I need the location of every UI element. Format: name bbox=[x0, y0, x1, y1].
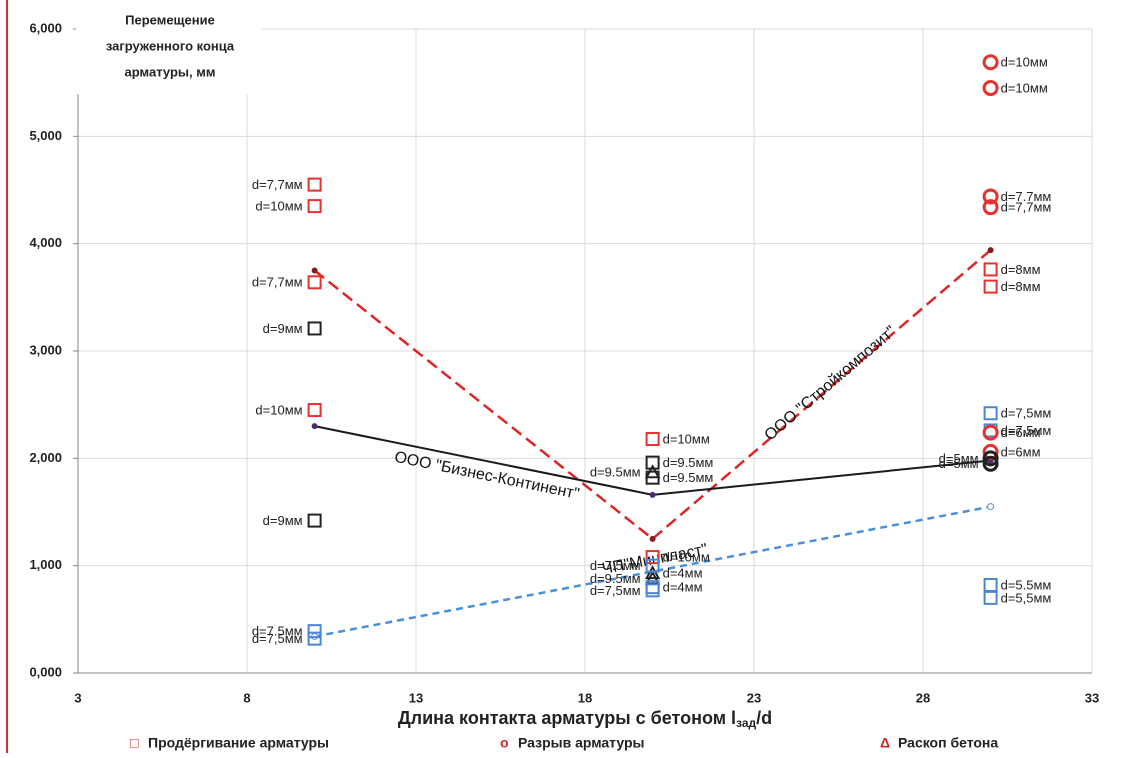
data-label: d=5,5мм bbox=[1001, 590, 1052, 605]
legend-symbol: o bbox=[500, 735, 509, 751]
square-marker bbox=[307, 624, 322, 639]
dot-marker bbox=[649, 535, 656, 542]
x-title: Длина контакта арматуры с бетоном lзад/d bbox=[398, 708, 772, 730]
data-label: d=7,5мм bbox=[1001, 406, 1052, 421]
y-tick-label: 3,000 bbox=[29, 342, 62, 357]
series-line bbox=[314, 505, 991, 638]
square-marker bbox=[307, 403, 322, 418]
x-tick-label: 33 bbox=[1085, 690, 1099, 705]
x-tick-label: 13 bbox=[409, 690, 423, 705]
data-label: d=9мм bbox=[263, 321, 303, 336]
square-marker bbox=[307, 513, 322, 528]
y-title-line: Перемещение bbox=[125, 12, 215, 27]
y-title-line: арматуры, мм bbox=[125, 64, 216, 79]
y-title-line: загруженного конца bbox=[106, 38, 235, 53]
data-label: d=5мм bbox=[939, 456, 979, 471]
square-marker bbox=[645, 558, 660, 573]
circle-marker bbox=[982, 199, 999, 216]
dot-marker bbox=[649, 491, 656, 498]
circle-marker bbox=[982, 80, 999, 97]
triangle-marker bbox=[644, 464, 661, 479]
legend-label: Разрыв арматуры bbox=[518, 735, 645, 751]
y-tick-label: 0,000 bbox=[29, 664, 62, 679]
circle-marker bbox=[982, 424, 999, 441]
data-label: d=4мм bbox=[663, 580, 703, 595]
data-label: d=7,7мм bbox=[252, 177, 303, 192]
data-label: d=8мм bbox=[1001, 279, 1041, 294]
data-label: d=9.5мм bbox=[663, 470, 714, 485]
data-label: d=9.5мм bbox=[590, 465, 641, 480]
x-tick-label: 23 bbox=[747, 690, 761, 705]
y-tick-label: 2,000 bbox=[29, 450, 62, 465]
data-label: d=8мм bbox=[1001, 262, 1041, 277]
data-label: d=7.7мм bbox=[1001, 189, 1052, 204]
data-label: d=7,7мм bbox=[252, 275, 303, 290]
square-marker bbox=[645, 432, 660, 447]
dot-marker bbox=[311, 423, 318, 430]
square-marker bbox=[307, 199, 322, 214]
square-marker bbox=[645, 550, 660, 565]
circle-marker bbox=[982, 450, 999, 467]
data-label: d=4мм bbox=[663, 566, 703, 581]
square-marker bbox=[307, 321, 322, 336]
y-tick-label: 4,000 bbox=[29, 235, 62, 250]
data-label: d=10мм bbox=[255, 402, 302, 417]
square-marker bbox=[307, 177, 322, 192]
data-label: d=7,5мм bbox=[1001, 423, 1052, 438]
data-label: d=5.5мм bbox=[1001, 577, 1052, 592]
data-label: d=9.5мм bbox=[590, 571, 641, 586]
x-tick-label: 8 bbox=[243, 690, 250, 705]
square-marker bbox=[983, 590, 998, 605]
series-line bbox=[313, 249, 992, 541]
data-label: d=10мм bbox=[663, 550, 710, 565]
x-tick-label: 3 bbox=[74, 690, 81, 705]
data-label: d=6мм bbox=[1001, 444, 1041, 459]
data-label: d=7.5мм bbox=[590, 558, 641, 573]
data-label: d=7,5мм bbox=[590, 583, 641, 598]
circle-marker bbox=[982, 455, 999, 472]
grid: 3 8 13 18 23 28 33 0,000 1,000 2,000 3,000 4,000 5,0… bbox=[29, 20, 1099, 705]
square-marker bbox=[645, 580, 660, 595]
circle-marker bbox=[982, 54, 999, 71]
square-marker bbox=[307, 275, 322, 290]
data-label: d=7,7мм bbox=[1001, 200, 1052, 215]
legend-label: Раскоп бетона bbox=[898, 735, 998, 751]
legend-label: Продёргивание арматуры bbox=[148, 735, 329, 751]
square-marker bbox=[983, 406, 998, 421]
dot-marker bbox=[986, 503, 995, 511]
data-label: d=6мм bbox=[1001, 425, 1041, 440]
dot-marker bbox=[311, 267, 318, 274]
y-title-box bbox=[76, 6, 262, 94]
square-marker bbox=[307, 631, 322, 646]
y-tick-label: 5,000 bbox=[29, 128, 62, 143]
square-marker bbox=[983, 279, 998, 294]
data-label: d=9мм bbox=[263, 513, 303, 528]
x-title-tail: /d bbox=[756, 708, 772, 728]
x-tick-label: 18 bbox=[578, 690, 592, 705]
data-label: d=7,5мм bbox=[252, 631, 303, 646]
y-tick-label: 6,000 bbox=[29, 20, 62, 35]
x-tick-label: 28 bbox=[916, 690, 930, 705]
data-label: d=7.5мм bbox=[252, 624, 303, 639]
y-tick-label: 1,000 bbox=[29, 557, 62, 572]
triangle-marker bbox=[644, 565, 661, 580]
data-label: d=10мм bbox=[1001, 55, 1048, 70]
square-marker bbox=[983, 262, 998, 277]
x-title-sub: зад bbox=[736, 716, 756, 730]
circle-marker bbox=[982, 188, 999, 205]
data-label: d=9.5мм bbox=[663, 455, 714, 470]
data-label: d=10мм bbox=[663, 431, 710, 446]
data-label: d=10мм bbox=[255, 199, 302, 214]
dot-marker bbox=[987, 247, 994, 254]
legend-symbol: Δ bbox=[880, 735, 890, 751]
legend: □ Продёргивание арматуры o Разрыв арматуры Δ… bbox=[130, 735, 998, 751]
x-title-text: Длина контакта арматуры с бетоном l bbox=[398, 708, 736, 728]
square-marker bbox=[645, 455, 660, 470]
data-label: d=10мм bbox=[1001, 80, 1048, 95]
legend-symbol: □ bbox=[130, 735, 139, 751]
data-label: d=5мм bbox=[939, 451, 979, 466]
